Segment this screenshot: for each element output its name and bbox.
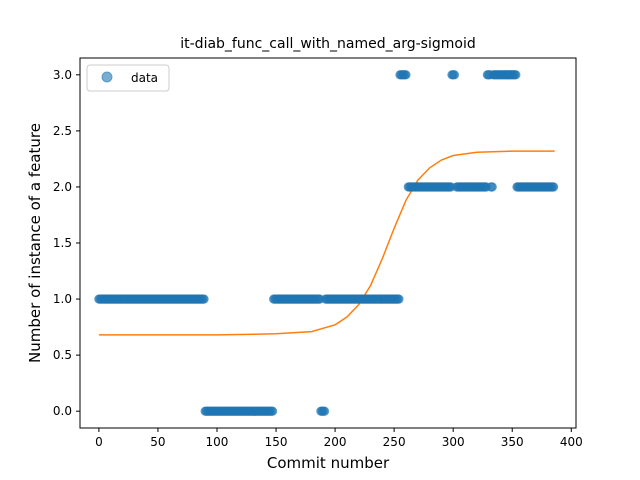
x-axis-ticks: 0 50 100 150 200 250 300 350 400: [95, 428, 583, 449]
x-tick-label: 100: [206, 435, 229, 449]
data-point: [394, 294, 404, 304]
y-tick-label: 3.0: [53, 68, 72, 82]
data-point: [319, 406, 330, 416]
x-tick-label: 300: [442, 435, 465, 449]
data-point: [548, 182, 559, 192]
data-point: [487, 182, 497, 192]
y-tick-label: 1.0: [53, 292, 72, 306]
data-point: [199, 294, 209, 304]
data-point: [511, 70, 521, 80]
x-tick-label: 400: [560, 435, 583, 449]
axes-background: [80, 58, 576, 428]
y-axis-label: Number of instance of a feature: [26, 123, 44, 363]
x-tick-label: 350: [501, 435, 524, 449]
x-axis-label: Commit number: [267, 454, 390, 472]
legend-marker-data: [101, 71, 113, 83]
fit-line-layer: [98, 150, 555, 336]
fit-line: [98, 150, 555, 336]
x-tick-label: 0: [95, 435, 103, 449]
data-point: [401, 70, 411, 80]
x-tick-label: 250: [383, 435, 406, 449]
legend-label-data: data: [131, 71, 158, 85]
y-tick-label: 2.5: [53, 124, 72, 138]
x-tick-label: 50: [150, 435, 165, 449]
x-tick-label: 200: [324, 435, 347, 449]
y-tick-label: 2.0: [53, 180, 72, 194]
y-tick-label: 0.0: [53, 404, 72, 418]
chart-title: it-diab_func_call_with_named_arg-sigmoid: [180, 36, 475, 52]
data-point: [449, 70, 460, 80]
x-tick-label: 150: [265, 435, 288, 449]
y-tick-label: 1.5: [53, 236, 72, 250]
legend-box: [86, 64, 170, 92]
data-points-layer: [94, 70, 559, 416]
legend: data: [86, 64, 170, 92]
plot-area: [79, 57, 577, 429]
data-point: [267, 406, 278, 416]
y-tick-label: 0.5: [53, 348, 72, 362]
y-axis-ticks: 0.0 0.5 1.0 1.5 2.0 2.5 3.0: [53, 68, 80, 418]
